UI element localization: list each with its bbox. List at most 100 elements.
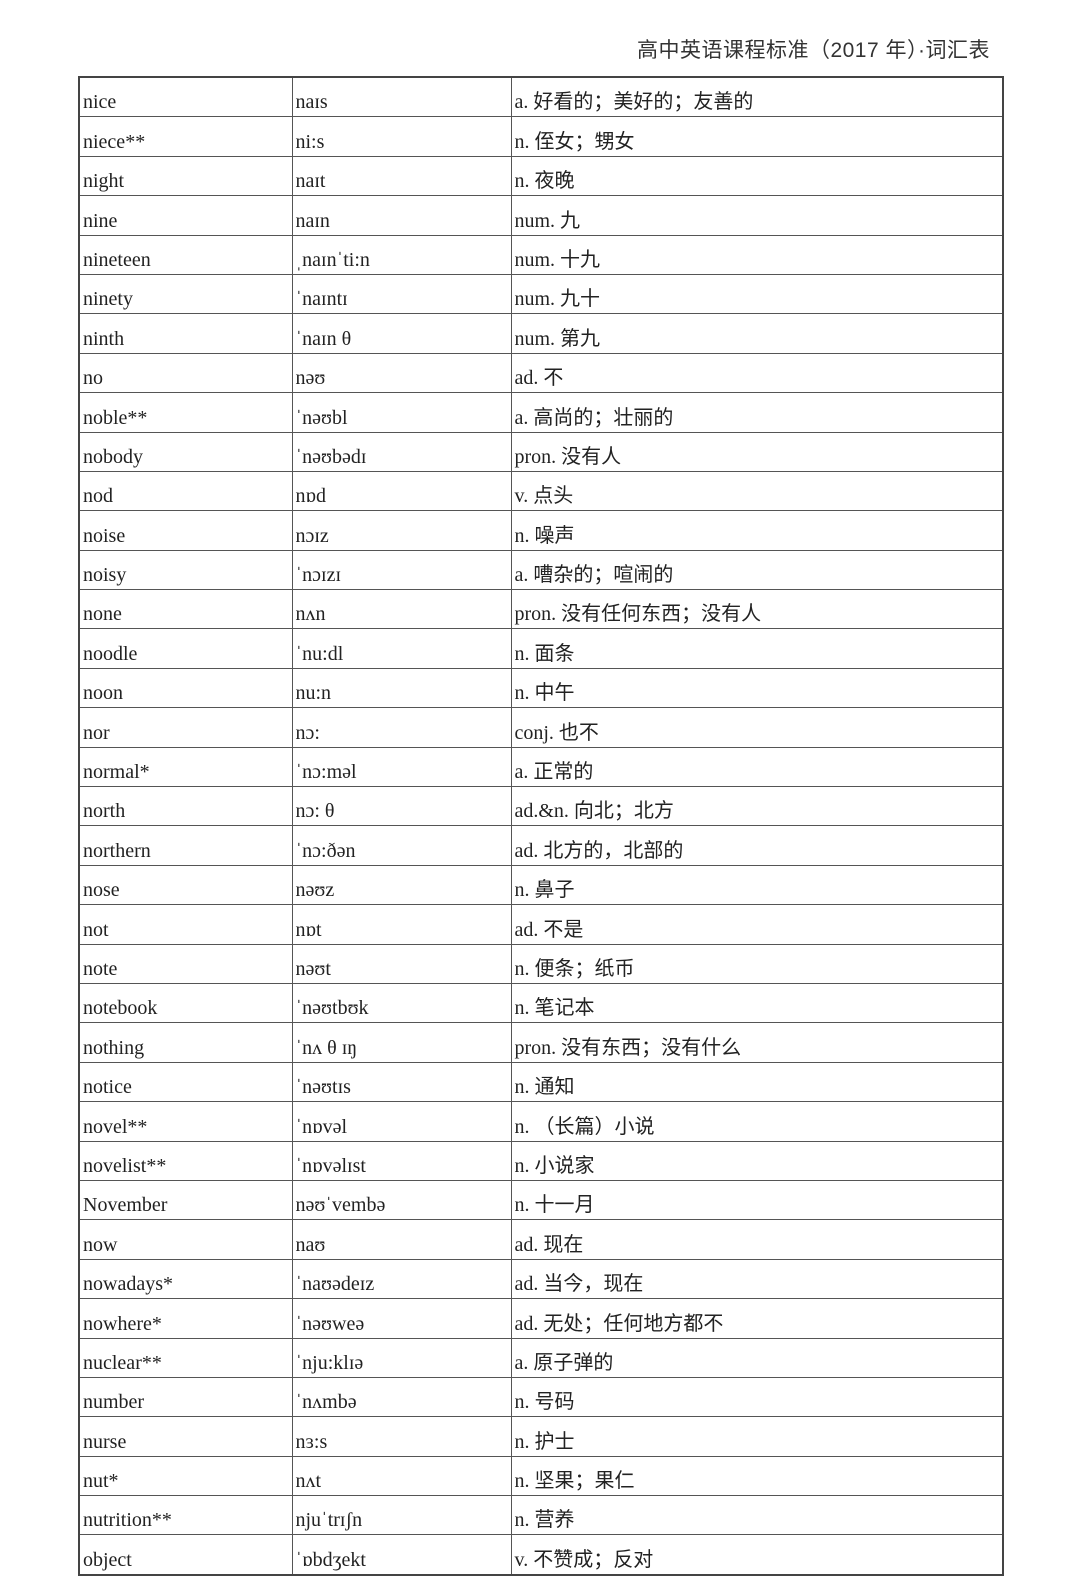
definition-cell: a. 原子弹的 (510, 1337, 1004, 1378)
table-row: none nʌn pron. 没有任何东西；没有人 (78, 589, 1004, 630)
table-row: ninety ˈnaɪntɪ num. 九十 (78, 273, 1004, 315)
phonetic-cell: nɔ: (291, 707, 512, 748)
word-cell: normal* (78, 746, 293, 788)
phonetic-cell: nɒd (291, 470, 512, 512)
table-row: noble** ˈnəʊbl a. 高尚的；壮丽的 (78, 392, 1004, 433)
phonetic-cell: ˈnəʊbl (291, 392, 512, 433)
definition-cell: num. 九 (510, 195, 1004, 236)
table-row: nut* nʌt n. 坚果；果仁 (78, 1455, 1004, 1497)
phonetic-cell: ˈnʌ θ ɪŋ (291, 1022, 512, 1063)
definition-cell: ad. 不 (510, 352, 1004, 394)
word-cell: north (78, 786, 293, 827)
definition-cell: n. 十一月 (510, 1179, 1004, 1221)
definition-cell: n. 营养 (510, 1495, 1004, 1536)
word-cell: ninth (78, 313, 293, 354)
phonetic-cell: ˈnaɪn θ (291, 313, 512, 354)
definition-cell: num. 十九 (510, 234, 1004, 275)
table-row: object ˈɒbdʒekt v. 不赞成；反对 (78, 1534, 1004, 1576)
table-row: now naʊ ad. 现在 (78, 1219, 1004, 1260)
definition-cell: a. 高尚的；壮丽的 (510, 392, 1004, 433)
word-cell: nowhere* (78, 1298, 293, 1339)
table-row: novel** ˈnɒvəl n. （长篇）小说 (78, 1101, 1004, 1142)
table-row: nice naɪs a. 好看的；美好的；友善的 (78, 76, 1004, 118)
definition-cell: num. 九十 (510, 273, 1004, 315)
table-row: not nɒt ad. 不是 (78, 904, 1004, 945)
word-cell: notebook (78, 982, 293, 1024)
phonetic-cell: nɒt (291, 904, 512, 945)
definition-cell: ad. 当今，现在 (510, 1258, 1004, 1300)
table-row: night naɪt n. 夜晚 (78, 155, 1004, 197)
definition-cell: v. 点头 (510, 470, 1004, 512)
phonetic-cell: nʌn (291, 589, 512, 630)
definition-cell: ad. 北方的，北部的 (510, 825, 1004, 866)
definition-cell: ad. 不是 (510, 904, 1004, 945)
word-cell: niece** (78, 116, 293, 157)
word-cell: novelist** (78, 1140, 293, 1181)
table-row: noisy ˈnɔɪzɪ a. 嘈杂的；喧闹的 (78, 549, 1004, 591)
table-row: noon nu:n n. 中午 (78, 667, 1004, 709)
word-cell: nothing (78, 1022, 293, 1063)
phonetic-cell: ˈɒbdʒekt (291, 1534, 512, 1576)
word-cell: nuclear** (78, 1337, 293, 1378)
phonetic-cell: naɪn (291, 195, 512, 236)
definition-cell: v. 不赞成；反对 (510, 1534, 1004, 1576)
phonetic-cell: nɔ: θ (291, 786, 512, 827)
word-cell: nut* (78, 1455, 293, 1497)
phonetic-cell: ˈnɒvəlɪst (291, 1140, 512, 1181)
phonetic-cell: ˈnɔ:məl (291, 746, 512, 788)
table-row: no nəʊ ad. 不 (78, 352, 1004, 394)
phonetic-cell: nəʊ (291, 352, 512, 394)
definition-cell: n. 坚果；果仁 (510, 1455, 1004, 1497)
definition-cell: n. 侄女；甥女 (510, 116, 1004, 157)
definition-cell: n. 通知 (510, 1061, 1004, 1103)
word-cell: noble** (78, 392, 293, 433)
word-cell: nurse (78, 1416, 293, 1457)
phonetic-cell: nɜ:s (291, 1416, 512, 1457)
phonetic-cell: ˈnju:klɪə (291, 1337, 512, 1378)
word-cell: note (78, 943, 293, 984)
phonetic-cell: nʌt (291, 1455, 512, 1497)
word-cell: now (78, 1219, 293, 1260)
table-row: note nəʊt n. 便条；纸币 (78, 943, 1004, 984)
word-cell: November (78, 1179, 293, 1221)
phonetic-cell: ˈnəʊtɪs (291, 1061, 512, 1103)
phonetic-cell: ˈnɒvəl (291, 1101, 512, 1142)
definition-cell: n. 鼻子 (510, 864, 1004, 906)
word-cell: nose (78, 864, 293, 906)
definition-cell: n. 夜晚 (510, 155, 1004, 197)
phonetic-cell: ˈnɔ:ðən (291, 825, 512, 866)
word-cell: number (78, 1376, 293, 1418)
word-cell: nowadays* (78, 1258, 293, 1300)
phonetic-cell: nɔɪz (291, 510, 512, 551)
phonetic-cell: njuˈtrɪʃn (291, 1495, 512, 1536)
definition-cell: num. 第九 (510, 313, 1004, 354)
word-cell: nice (78, 76, 293, 118)
definition-cell: pron. 没有人 (510, 431, 1004, 472)
phonetic-cell: nəʊt (291, 943, 512, 984)
word-cell: ninety (78, 273, 293, 315)
word-cell: not (78, 904, 293, 945)
table-row: November nəʊˈvembə n. 十一月 (78, 1179, 1004, 1221)
word-cell: notice (78, 1061, 293, 1103)
table-row: nor nɔ: conj. 也不 (78, 707, 1004, 748)
definition-cell: n. 护士 (510, 1416, 1004, 1457)
phonetic-cell: ˈnɔɪzɪ (291, 549, 512, 591)
phonetic-cell: naʊ (291, 1219, 512, 1260)
table-row: nuclear** ˈnju:klɪə a. 原子弹的 (78, 1337, 1004, 1378)
phonetic-cell: ˈnəʊtbʊk (291, 982, 512, 1024)
definition-cell: conj. 也不 (510, 707, 1004, 748)
definition-cell: ad.&n. 向北；北方 (510, 786, 1004, 827)
phonetic-cell: ni:s (291, 116, 512, 157)
table-row: normal* ˈnɔ:məl a. 正常的 (78, 746, 1004, 788)
word-cell: nineteen (78, 234, 293, 275)
word-cell: nod (78, 470, 293, 512)
phonetic-cell: ˈnəʊbədɪ (291, 431, 512, 472)
definition-cell: ad. 现在 (510, 1219, 1004, 1260)
definition-cell: n. 噪声 (510, 510, 1004, 551)
table-row: notebook ˈnəʊtbʊk n. 笔记本 (78, 982, 1004, 1024)
word-cell: object (78, 1534, 293, 1576)
table-row: ninth ˈnaɪn θ num. 第九 (78, 313, 1004, 354)
word-cell: night (78, 155, 293, 197)
table-row: nutrition** njuˈtrɪʃn n. 营养 (78, 1495, 1004, 1536)
phonetic-cell: ˈnəʊweə (291, 1298, 512, 1339)
